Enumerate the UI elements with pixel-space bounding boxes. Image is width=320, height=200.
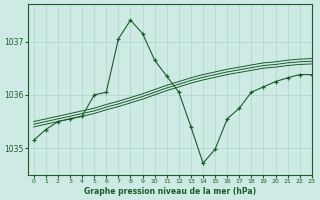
X-axis label: Graphe pression niveau de la mer (hPa): Graphe pression niveau de la mer (hPa) [84, 187, 256, 196]
